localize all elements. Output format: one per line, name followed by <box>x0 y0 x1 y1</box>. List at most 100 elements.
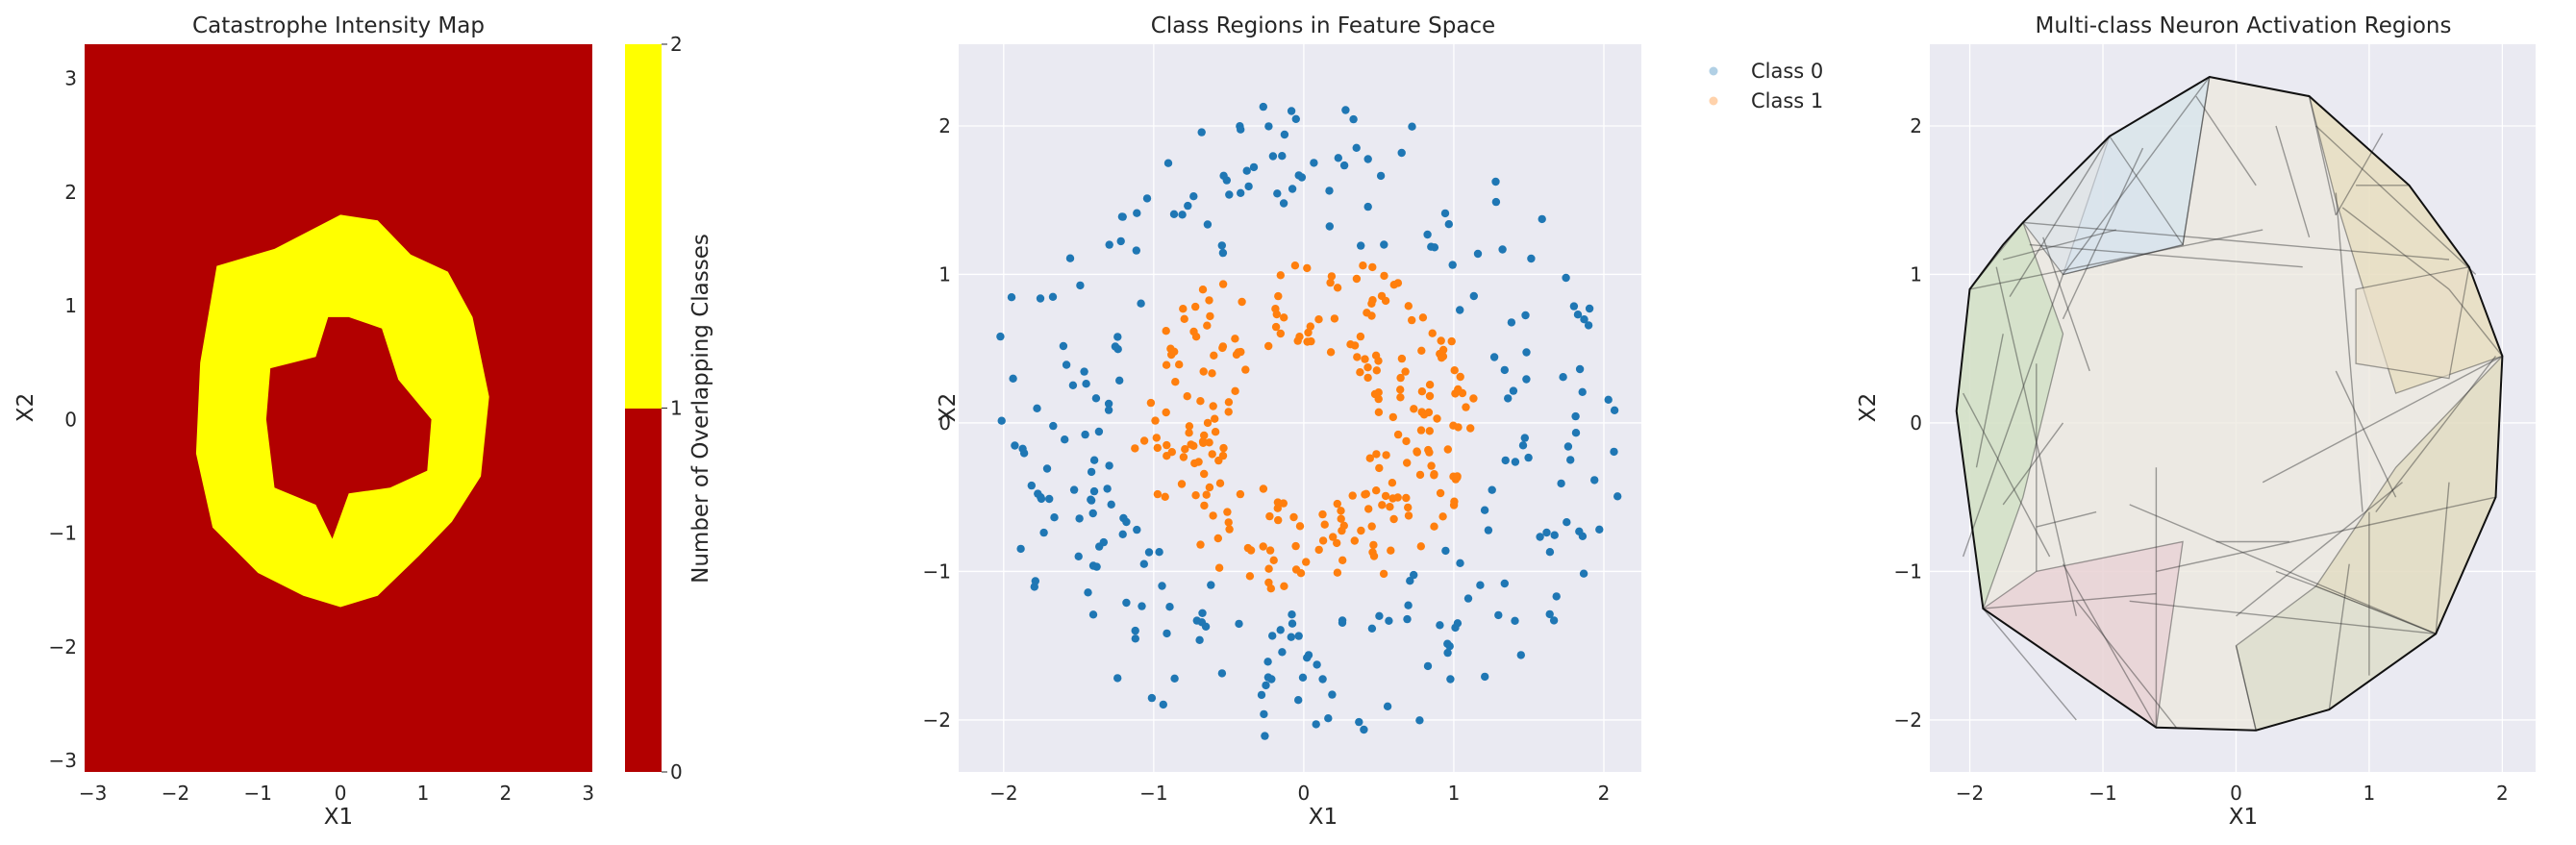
scatter-point <box>1427 461 1436 470</box>
scatter-point <box>1288 619 1297 628</box>
scatter-point <box>1218 280 1228 288</box>
scatter-point <box>1196 540 1205 549</box>
region-boundary <box>2009 136 2111 297</box>
scatter-point <box>1320 520 1329 529</box>
scatter-point <box>1131 626 1139 635</box>
region-boundary <box>2262 355 2503 484</box>
scatter-point <box>1115 376 1124 385</box>
colorbar-ticks: 0 1 2 <box>662 33 683 783</box>
y-tick-label: 1 <box>1910 262 1922 286</box>
scatter-point <box>1325 222 1335 231</box>
scatter-point <box>1259 542 1267 551</box>
y-tick-label: 1 <box>64 294 77 317</box>
scatter-point <box>1585 304 1594 313</box>
scatter-point <box>1191 491 1200 500</box>
scatter-point <box>1217 669 1227 678</box>
scatter-point <box>1147 693 1157 703</box>
scatter-point <box>1364 505 1373 513</box>
panel-activation-regions: Multi-class Neuron Activation Regions −2… <box>1856 13 2536 830</box>
scatter-point <box>1287 107 1296 115</box>
scatter-point <box>1348 491 1357 500</box>
scatter-point <box>1302 558 1311 566</box>
y-tick-label: 2 <box>938 114 951 137</box>
scatter-point <box>1105 461 1113 470</box>
scatter-point <box>1501 456 1510 465</box>
scatter-point <box>1273 504 1283 512</box>
scatter-point <box>1352 274 1362 284</box>
scatter-point <box>1396 385 1405 394</box>
scatter-point <box>1307 336 1315 346</box>
scatter-point <box>1265 546 1275 555</box>
scatter-point <box>1504 394 1513 403</box>
scatter-point <box>1206 311 1214 321</box>
scatter-point <box>1443 648 1452 658</box>
scatter-point <box>1438 354 1446 362</box>
scatter-point <box>1200 501 1209 510</box>
scatter-point <box>1522 348 1531 357</box>
scatter-point <box>1436 488 1445 498</box>
scatter-point <box>1337 507 1345 515</box>
y-tick-label: 0 <box>64 408 77 431</box>
scatter-point <box>1272 310 1282 319</box>
scatter-point <box>1215 479 1225 487</box>
scatter-point <box>1416 542 1426 551</box>
y-tick-label: 2 <box>1910 114 1922 137</box>
scatter-point <box>1401 367 1410 376</box>
scatter-point <box>1480 506 1489 514</box>
scatter-point <box>1350 341 1360 350</box>
scatter-point <box>1425 381 1435 389</box>
scatter-point <box>1443 445 1453 454</box>
scatter-point <box>1563 518 1571 527</box>
scatter-point <box>1183 392 1191 401</box>
scatter-point <box>1367 311 1376 320</box>
scatter-point <box>1219 171 1228 180</box>
scatter-point <box>1264 564 1273 573</box>
x-tick-label: 0 <box>1298 782 1311 805</box>
scatter-point <box>1509 386 1518 395</box>
scatter-point <box>1273 189 1282 198</box>
colorbar-segment-high <box>625 44 662 409</box>
scatter-point <box>1415 470 1425 480</box>
scatter-point <box>1163 629 1171 638</box>
scatter-point <box>1210 351 1218 360</box>
scatter-point <box>1304 328 1313 337</box>
scatter-point <box>1185 429 1193 437</box>
x-tick-label: 1 <box>2363 782 2376 805</box>
x-tick-label: 0 <box>335 782 347 805</box>
scatter-point <box>1571 429 1581 437</box>
scatter-point <box>1575 364 1585 374</box>
scatter-point <box>1181 445 1189 454</box>
scatter-point <box>1269 556 1278 564</box>
scatter-point <box>1312 720 1320 729</box>
scatter-point <box>1178 211 1187 219</box>
scatter-point <box>1310 159 1318 167</box>
scatter-point <box>1237 347 1245 357</box>
scatter-point <box>1131 444 1139 453</box>
scatter-point <box>1271 322 1281 332</box>
heatmap-marks <box>195 214 489 608</box>
scatter-point <box>1225 525 1234 534</box>
scatter-point <box>1191 333 1201 341</box>
scatter-point <box>1500 579 1510 588</box>
x-tick-label: −2 <box>162 782 189 805</box>
scatter-point <box>1372 450 1381 459</box>
scatter-point <box>1365 454 1375 462</box>
scatter-point <box>1374 357 1383 365</box>
scatter-point <box>1303 263 1312 273</box>
scatter-point <box>1294 632 1303 640</box>
scatter-point <box>1446 675 1455 683</box>
scatter-point <box>1039 528 1048 537</box>
scatter-point <box>1231 335 1239 343</box>
scatter-point <box>1403 459 1412 467</box>
region-boundary <box>2182 76 2211 245</box>
scatter-point <box>1075 514 1084 523</box>
y-tick-label: 0 <box>1910 411 1922 435</box>
region-boundary <box>2328 563 2350 710</box>
scatter-point <box>1550 531 1559 539</box>
scatter-point <box>1433 414 1441 423</box>
scatter-point <box>1425 391 1435 401</box>
scatter-point <box>1163 159 1173 167</box>
scatter-point <box>1082 380 1090 388</box>
scatter-point <box>1410 405 1418 413</box>
scatter-point <box>1113 333 1122 341</box>
